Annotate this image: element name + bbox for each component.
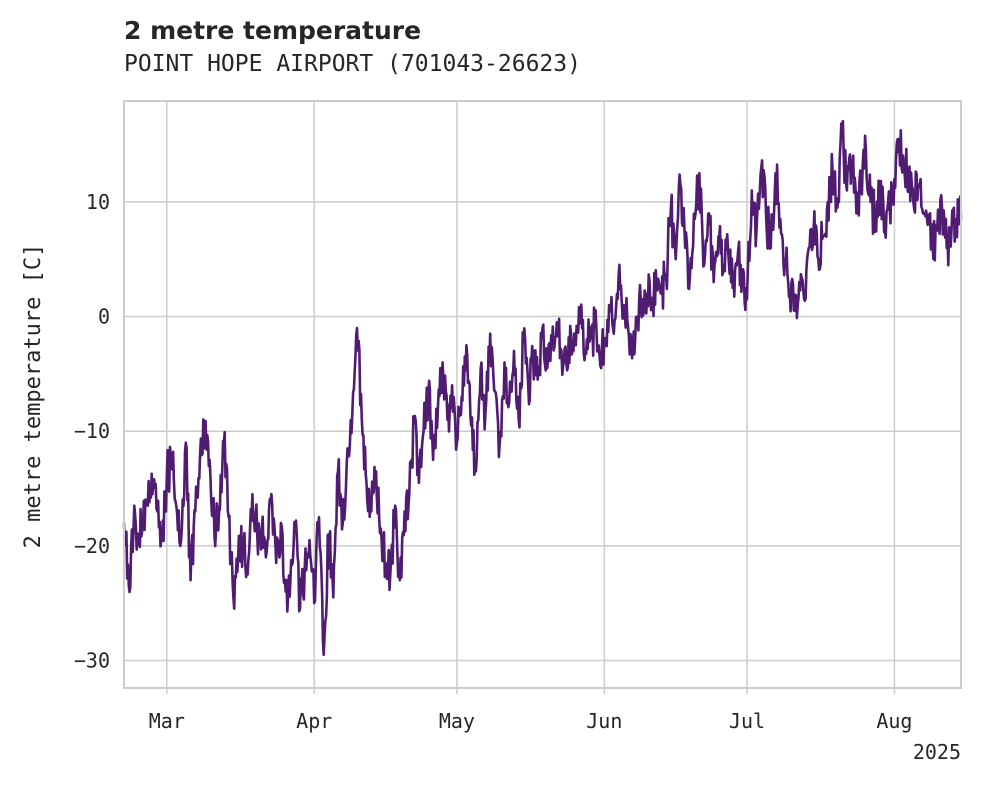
- y-tick-label: −10: [74, 419, 110, 443]
- x-tick-label: Jul: [729, 709, 765, 733]
- temperature-line: [122, 119, 963, 657]
- y-axis-label: 2 metre temperature [C]: [21, 244, 46, 549]
- x-tick-label: Jun: [586, 709, 622, 733]
- x-tick-labels: Mar Apr May Jun Jul Aug: [149, 709, 913, 733]
- y-tick-label: 0: [98, 305, 110, 329]
- y-tick-label: −30: [74, 648, 110, 672]
- x-tick-label: May: [439, 709, 475, 733]
- x-tick-label: Aug: [876, 709, 912, 733]
- series-layer: [122, 119, 963, 657]
- chart-title: 2 metre temperature: [124, 16, 422, 45]
- x-offset-label: 2025: [913, 740, 961, 764]
- y-tick-label: 10: [86, 190, 110, 214]
- plot-frame: [123, 100, 962, 689]
- y-tick-label: −20: [74, 534, 110, 558]
- y-tick-labels: 10 0 −10 −20 −30: [74, 190, 110, 673]
- x-tick-label: Apr: [296, 709, 332, 733]
- x-tick-label: Mar: [149, 709, 185, 733]
- chart-subtitle: POINT HOPE AIRPORT (701043-26623): [124, 51, 581, 77]
